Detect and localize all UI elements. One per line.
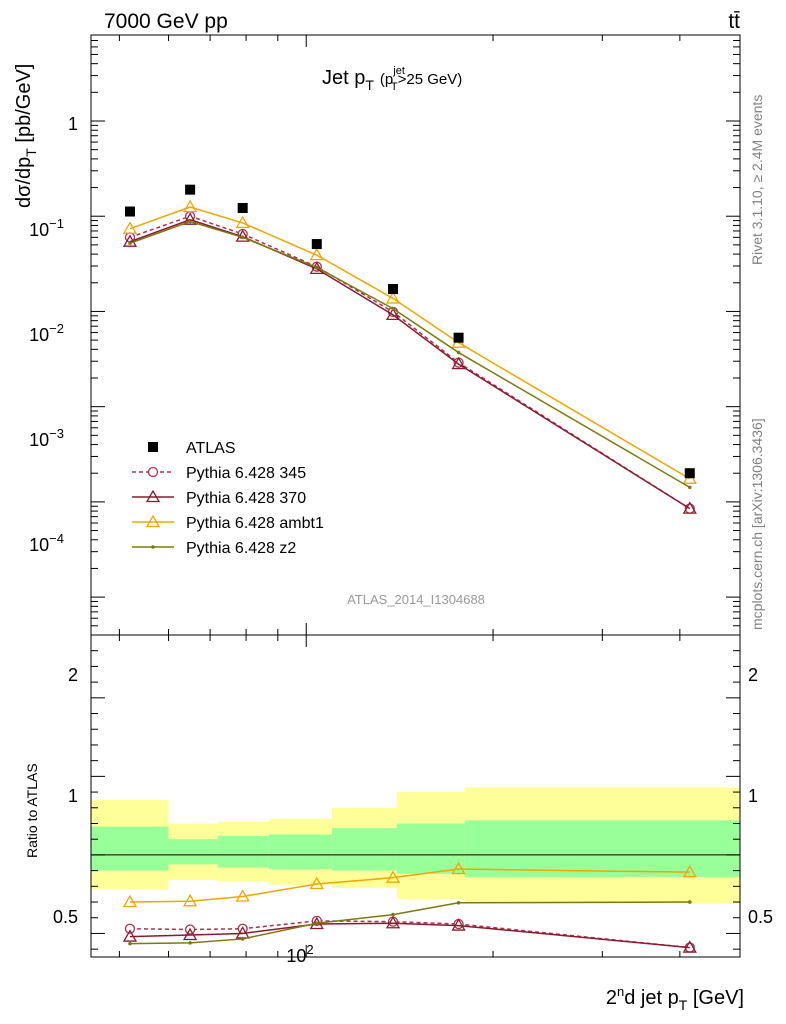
y-ratio-tick-label: 1 [68,786,78,806]
band-stat [331,828,397,871]
series-point-main [309,261,324,275]
series-point-ratio [309,876,324,890]
series-point-ratio [188,941,192,945]
y-main-tick-label: 10−1 [29,216,64,240]
series-point-ratio [456,901,461,905]
band-stat [168,839,218,865]
y-ratio-tick-label-right: 1 [748,786,758,806]
legend-label: Pythia 6.428 370 [186,490,306,507]
series-point-main [309,247,324,261]
legend: ATLAS Pythia 6.428 345 Pythia 6.428 370 Pyt… [132,440,324,557]
series-point-ratio [682,864,697,878]
band-stat [464,820,740,877]
rivet-note: Rivet 3.1.10, ≥ 2.4M events [749,95,765,265]
series-point-ratio [451,861,466,875]
title-main: Jet p [322,67,365,89]
legend-label-data: ATLAS [186,440,236,457]
legend-marker [145,514,161,528]
y-ratio-tick-label-right: 2 [748,665,758,685]
y-main-tick-label: 10−4 [29,531,64,555]
ratio-uncertainty-bands [91,787,740,904]
data-point [453,332,464,343]
data-point [124,206,135,217]
title-cut-close: >25 GeV) [398,71,463,88]
y-main-tick-labels: 1 10−1 10−2 10−3 10−4 [29,114,78,555]
series-point-ratio [385,870,401,883]
data-point [237,202,248,213]
legend-label: Pythia 6.428 ambt1 [186,515,324,532]
ylabel-ratio: Ratio to ATLAS [24,763,40,858]
series-point-ratio [128,941,132,946]
series-point-main [122,221,138,234]
y-main-tick-label: 10−2 [29,321,64,345]
axes-frames [90,34,741,958]
x-tick-label-100: 102 [286,942,313,966]
series-point-ratio [385,915,401,929]
legend-marker-data [148,442,158,452]
band-stat [396,823,465,874]
series-point-main [188,219,192,224]
band-stat [217,836,269,868]
series-point-ratio [182,927,198,941]
series-point-main [235,215,250,229]
series-point-ratio [682,940,697,953]
series-point-main [128,241,132,246]
series-point-main [385,307,401,321]
y-main-tick-label: 10−3 [29,426,64,450]
data-point [388,284,399,295]
y-ratio-tick-label: 0.5 [53,907,78,927]
series-point-ratio [122,929,138,942]
series-point-main [682,501,697,514]
series-point-ratio [182,893,198,907]
y-ratio-tick-label-right: 0.5 [748,907,773,927]
y-main-tick-label: 1 [68,114,78,134]
series-point-main [182,212,198,225]
y-ratio-tick-label: 2 [68,665,78,685]
data-point [185,184,196,195]
series-point-main [240,235,245,240]
series-point-ratio [124,923,136,934]
title-cut-sup: jet [392,65,405,77]
title-cut-open: (p [380,71,393,88]
series-layer [122,184,697,953]
legend-label: Pythia 6.428 345 [186,465,306,482]
source-note: mcplots.cern.ch [arXiv:1306.3436] [749,418,765,630]
series-point-main [456,350,461,355]
legend-marker [147,466,159,478]
process-label: tt̄ [728,10,740,33]
y-ratio-tick-labels: 2 1 0.5 2 1 0.5 [53,665,773,927]
series-point-ratio [451,918,466,931]
series-point-ratio [122,894,138,908]
series-line-ratio [129,922,690,949]
series-point-main [451,356,466,370]
title-sub: T [365,77,374,93]
legend-marker [145,489,161,503]
ratio-frame [90,634,741,958]
series-point-main [314,265,319,270]
series-point-main [391,306,395,311]
series-point-ratio [240,937,245,941]
title-cut-sub: T [391,81,398,93]
series-point-main [182,199,198,213]
legend-label: Pythia 6.428 z2 [186,540,296,557]
series-line-ratio [129,868,690,903]
plot-title: Jet pT (pjet T>25 GeV) [322,65,462,93]
legend-marker [151,545,155,549]
series-point-ratio [391,912,395,917]
series-point-ratio [687,900,692,904]
series-point-main [385,291,401,304]
data-point [684,468,695,479]
xlabel: 2nd jet pT [GeV] [606,984,744,1013]
band-stat [268,834,332,870]
series-point-main [687,485,692,490]
series-point-ratio [235,889,250,902]
energy-label: 7000 GeV pp [104,10,228,33]
ylabel-main: dσ/dpT [pb/GeV] [13,64,39,208]
band-stat [91,826,169,871]
analysis-id: ATLAS_2014_I1304688 [347,592,485,607]
data-point [311,239,322,250]
series-point-main [122,234,138,247]
series-point-ratio [314,921,319,926]
